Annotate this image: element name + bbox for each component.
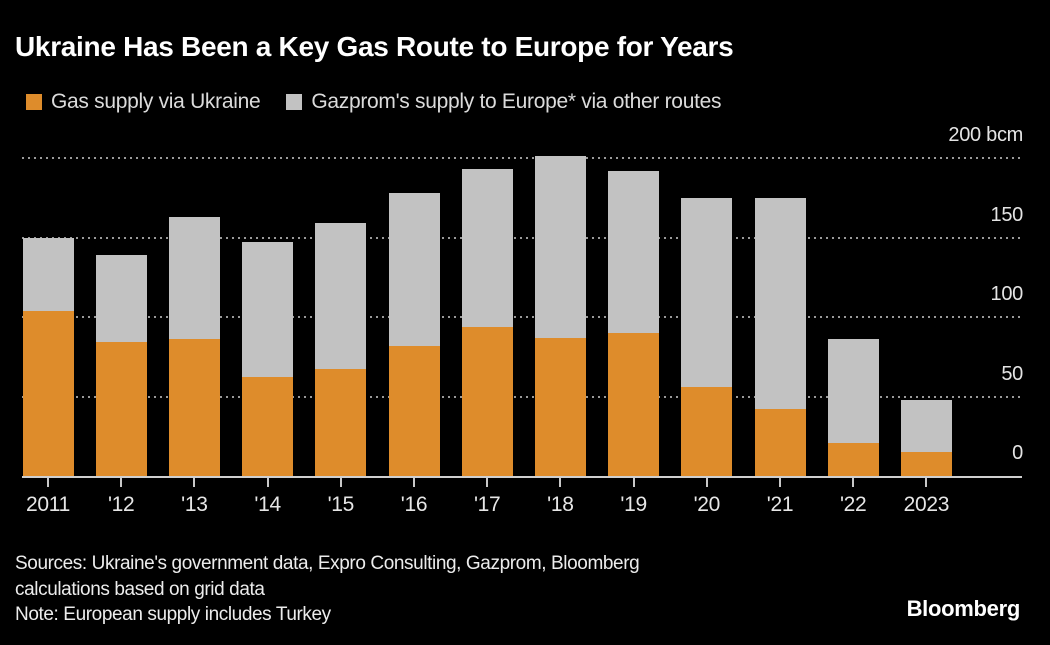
bar-segment-other-routes — [168, 216, 220, 340]
bar-group-2011 — [22, 158, 74, 476]
footer-sources: Sources: Ukraine's government data, Expr… — [15, 551, 640, 628]
bar-segment-other-routes — [242, 242, 294, 378]
legend-item-other-routes: Gazprom's supply to Europe* via other ro… — [286, 90, 721, 114]
bar-group-2023 — [900, 158, 952, 476]
bar-segment-other-routes — [388, 193, 440, 346]
legend-swatch-ukraine — [26, 94, 42, 110]
bar-segment-ukraine — [315, 369, 367, 476]
x-axis-tick — [47, 478, 49, 487]
x-axis-line — [22, 476, 1022, 478]
gridline-200 — [22, 157, 1022, 159]
x-axis-tick — [925, 478, 928, 487]
bar-segment-ukraine — [754, 409, 806, 476]
bar-group-18 — [534, 156, 586, 476]
bar-group-20 — [681, 158, 733, 476]
x-axis-label: 2023 — [903, 493, 950, 516]
x-axis-tick — [559, 478, 562, 487]
y-axis-label: 50 — [1001, 362, 1023, 385]
bar-segment-other-routes — [95, 255, 147, 343]
x-axis-tick — [632, 478, 635, 487]
bar-segment-ukraine — [461, 326, 513, 476]
x-axis-tick — [705, 478, 708, 487]
bar-segment-ukraine — [242, 377, 294, 476]
bar-segment-other-routes — [534, 156, 586, 338]
bar-segment-ukraine — [95, 342, 147, 476]
y-axis-label: 200 bcm — [948, 124, 1023, 146]
legend: Gas supply via Ukraine Gazprom's supply … — [26, 90, 721, 114]
bloomberg-logo: Bloomberg — [906, 596, 1021, 621]
bar-segment-ukraine — [681, 386, 733, 476]
source-line: Sources: Ukraine's government data, Expr… — [15, 553, 640, 574]
bar-group-13 — [168, 158, 220, 476]
page-title: Ukraine Has Been a Key Gas Route to Euro… — [15, 31, 734, 62]
note-line: Note: European supply includes Turkey — [15, 604, 331, 625]
gridline-150 — [22, 236, 1022, 239]
x-axis-label: '14 — [254, 493, 281, 516]
legend-item-ukraine: Gas supply via Ukraine — [26, 90, 261, 114]
x-axis-tick — [266, 478, 269, 487]
plot-area: 2011 '12 '13 '14 '15 '16 '17 '18 '19 '20 '21 '22 202… — [22, 156, 1022, 516]
bar-group-19 — [608, 158, 660, 476]
x-axis-label: '19 — [620, 493, 647, 516]
x-axis-tick — [193, 478, 196, 487]
bar-segment-other-routes — [900, 399, 952, 453]
gridline-50 — [22, 395, 1022, 398]
legend-swatch-other-routes — [286, 94, 303, 110]
x-axis-label: '20 — [693, 493, 721, 516]
bar-segment-other-routes — [22, 237, 74, 311]
y-axis-label: 100 — [990, 283, 1024, 305]
bar-group-21 — [754, 158, 806, 476]
bar-group-16 — [388, 158, 440, 476]
bar-group-12 — [95, 158, 147, 476]
y-axis-label: 0 — [1012, 442, 1023, 464]
x-axis-label: 2011 — [26, 493, 70, 516]
bar-segment-ukraine — [827, 442, 879, 476]
legend-label-ukraine: Gas supply via Ukraine — [51, 90, 261, 113]
bar-segment-ukraine — [534, 337, 586, 476]
bar-segment-other-routes — [608, 170, 660, 333]
bar-segment-other-routes — [461, 169, 513, 327]
bar-segment-other-routes — [827, 339, 879, 443]
x-axis-label: '18 — [547, 493, 574, 516]
x-axis-tick — [120, 478, 123, 487]
bar-group-17 — [461, 158, 513, 476]
source-line: calculations based on grid data — [15, 578, 265, 600]
bar-group-22 — [827, 158, 879, 476]
x-axis-label: '21 — [766, 493, 794, 516]
x-axis-tick — [413, 478, 415, 487]
bar-segment-ukraine — [22, 310, 74, 476]
bar-segment-other-routes — [681, 197, 733, 387]
bar-segment-other-routes — [754, 197, 806, 410]
x-axis-tick — [339, 478, 342, 487]
x-axis-label: '15 — [327, 493, 355, 516]
bar-group-15 — [315, 158, 367, 476]
x-axis-tick — [779, 478, 781, 487]
x-axis-tick — [486, 478, 489, 487]
x-axis-label: '17 — [473, 493, 501, 516]
bar-segment-ukraine — [168, 339, 220, 476]
bar-segment-ukraine — [388, 345, 440, 476]
bar-group-14 — [242, 158, 294, 476]
x-axis-tick — [852, 478, 855, 487]
x-axis-label: '16 — [400, 493, 428, 516]
y-axis-label: 150 — [990, 203, 1024, 226]
x-axis-label: '22 — [839, 493, 867, 516]
gridline-100 — [22, 316, 1022, 318]
bar-segment-other-routes — [315, 223, 367, 370]
bar-segment-ukraine — [900, 452, 952, 476]
legend-label-other-routes: Gazprom's supply to Europe* via other ro… — [311, 90, 722, 113]
x-axis-label: '12 — [107, 493, 135, 516]
x-axis-label: '13 — [181, 493, 208, 516]
bar-segment-ukraine — [608, 332, 660, 476]
